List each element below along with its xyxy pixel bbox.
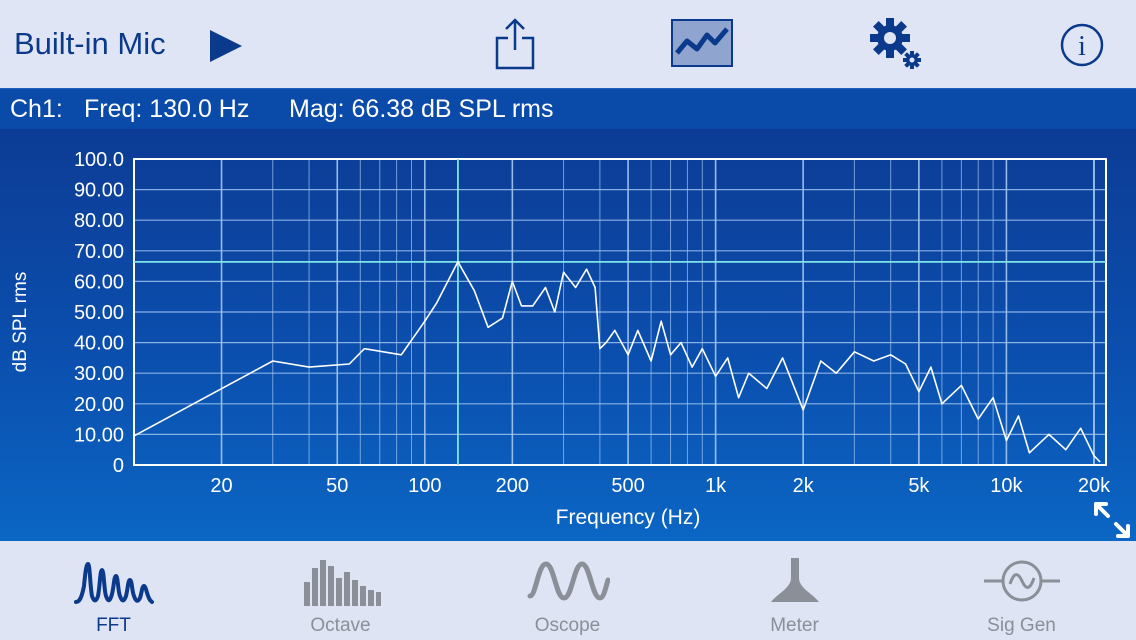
y-tick-label: 90.00: [74, 180, 124, 202]
input-source-label[interactable]: Built-in Mic: [14, 26, 166, 61]
tab-label-meter: Meter: [770, 615, 819, 636]
x-tick-label: 20k: [1078, 475, 1111, 497]
tab-label-octave: Octave: [310, 615, 371, 636]
y-tick-label: 80.00: [74, 210, 124, 232]
x-tick-label: 10k: [990, 475, 1023, 497]
top-toolbar: Built-in Mic i: [0, 0, 1136, 88]
x-tick-label: 500: [611, 475, 644, 497]
svg-text:i: i: [1078, 31, 1086, 62]
y-tick-label: 70.00: [74, 241, 124, 263]
play-icon[interactable]: [206, 26, 246, 66]
fft-plot-area[interactable]: 0 10.00 20.00 30.00 40.00 50.00 60.00 70.00 80.0…: [0, 129, 1136, 541]
sig-gen-icon: [984, 560, 1060, 602]
cursor-readout: Ch1: Freq: 130.0 Hz Mag: 66.38 dB SPL rm…: [0, 88, 1136, 130]
x-tick-label: 1k: [705, 475, 727, 497]
octave-bars-icon: [304, 560, 381, 606]
y-tick-label: 40.00: [74, 333, 124, 355]
y-tick-label: 50.00: [74, 302, 124, 324]
oscope-wave-icon: [527, 561, 610, 601]
x-axis-label: Frequency (Hz): [556, 506, 701, 529]
x-tick-label: 50: [326, 475, 348, 497]
y-tick-label: 0: [113, 455, 124, 477]
readout-frequency: Freq: 130.0 Hz: [84, 95, 250, 123]
info-icon[interactable]: i: [1059, 22, 1105, 68]
readout-channel: Ch1:: [10, 95, 63, 123]
gear-icon[interactable]: [866, 16, 924, 72]
tab-oscope[interactable]: Oscope: [454, 542, 681, 640]
share-icon[interactable]: [494, 18, 536, 70]
x-tick-label: 200: [496, 475, 529, 497]
y-tick-label: 30.00: [74, 363, 124, 385]
y-axis-label: dB SPL rms: [10, 272, 31, 373]
fft-chart[interactable]: 0 10.00 20.00 30.00 40.00 50.00 60.00 70.00 80.0…: [0, 129, 1136, 541]
x-tick-label: 5k: [908, 475, 930, 497]
tab-label-oscope: Oscope: [534, 615, 601, 636]
tab-label-fft: FFT: [96, 615, 131, 636]
x-tick-label: 100: [408, 475, 441, 497]
trace-view-icon[interactable]: [671, 19, 733, 67]
tab-label-sig-gen: Sig Gen: [987, 615, 1056, 636]
x-tick-label: 2k: [793, 475, 815, 497]
tab-fft[interactable]: FFT: [0, 542, 227, 640]
plot-frame: [133, 158, 1107, 466]
expand-icon[interactable]: [1092, 500, 1132, 540]
y-tick-label: 60.00: [74, 271, 124, 293]
y-tick-label: 100.0: [74, 149, 124, 171]
tab-octave[interactable]: Octave: [227, 542, 454, 640]
fft-icon: [74, 561, 154, 604]
tab-sig-gen[interactable]: Sig Gen: [908, 542, 1135, 640]
readout-magnitude: Mag: 66.38 dB SPL rms: [289, 95, 554, 123]
bottom-tab-bar: FFT Octave Oscope Meter: [0, 542, 1136, 640]
x-tick-label: 20: [210, 475, 232, 497]
spectrum-trace: [133, 261, 1101, 463]
y-tick-label: 10.00: [74, 424, 124, 446]
y-tick-label: 20.00: [74, 394, 124, 416]
tab-meter[interactable]: Meter: [681, 542, 908, 640]
meter-icon: [771, 558, 819, 602]
